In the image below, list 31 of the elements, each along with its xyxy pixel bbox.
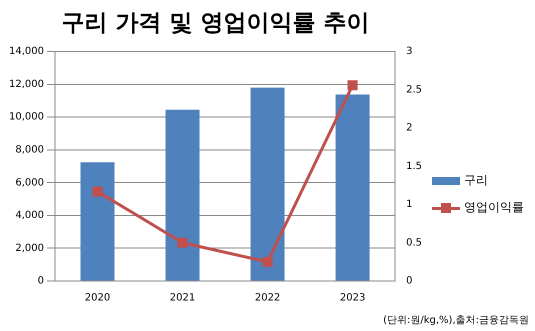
y-tick-label: 12,000 (8, 78, 44, 90)
y-tick-label: 14,000 (8, 46, 44, 58)
y2-tick-label: 0.5 (406, 237, 422, 248)
point (348, 80, 358, 90)
bar (166, 110, 200, 280)
bar (336, 94, 370, 280)
y2-tick-label: 0 (406, 276, 412, 287)
x-tick-label: 2022 (254, 292, 280, 304)
x-tick-label: 2021 (170, 292, 196, 304)
legend-label: 영업이익률 (464, 199, 524, 216)
x-tick-label: 2020 (84, 292, 110, 304)
point (92, 186, 103, 197)
y2-tick-label: 3 (406, 46, 412, 58)
x-tick-label: 2023 (340, 292, 366, 304)
bar (250, 88, 285, 280)
point (262, 256, 273, 267)
y-tick-label: 8,000 (15, 144, 44, 156)
y2-tick-label: 2 (406, 122, 412, 134)
point (177, 238, 188, 248)
text: (단위:원/kg,%),출처:금융감독원 (383, 315, 529, 326)
chart-title: 구리 가격 및 영업이익률 추이 (61, 10, 370, 36)
y-tick-label: 6,000 (15, 177, 44, 188)
y-tick-label: 10,000 (8, 112, 44, 123)
y2-tick-label: 1.5 (406, 160, 422, 172)
y2-tick-label: 1 (406, 199, 412, 210)
y-tick-label: 0 (38, 276, 44, 287)
y-tick-label: 4,000 (15, 210, 44, 222)
bar (80, 162, 115, 280)
y-tick-label: 2,000 (15, 242, 44, 254)
y2-tick-label: 2.5 (406, 84, 422, 96)
legend-label: 구리 (464, 172, 488, 189)
